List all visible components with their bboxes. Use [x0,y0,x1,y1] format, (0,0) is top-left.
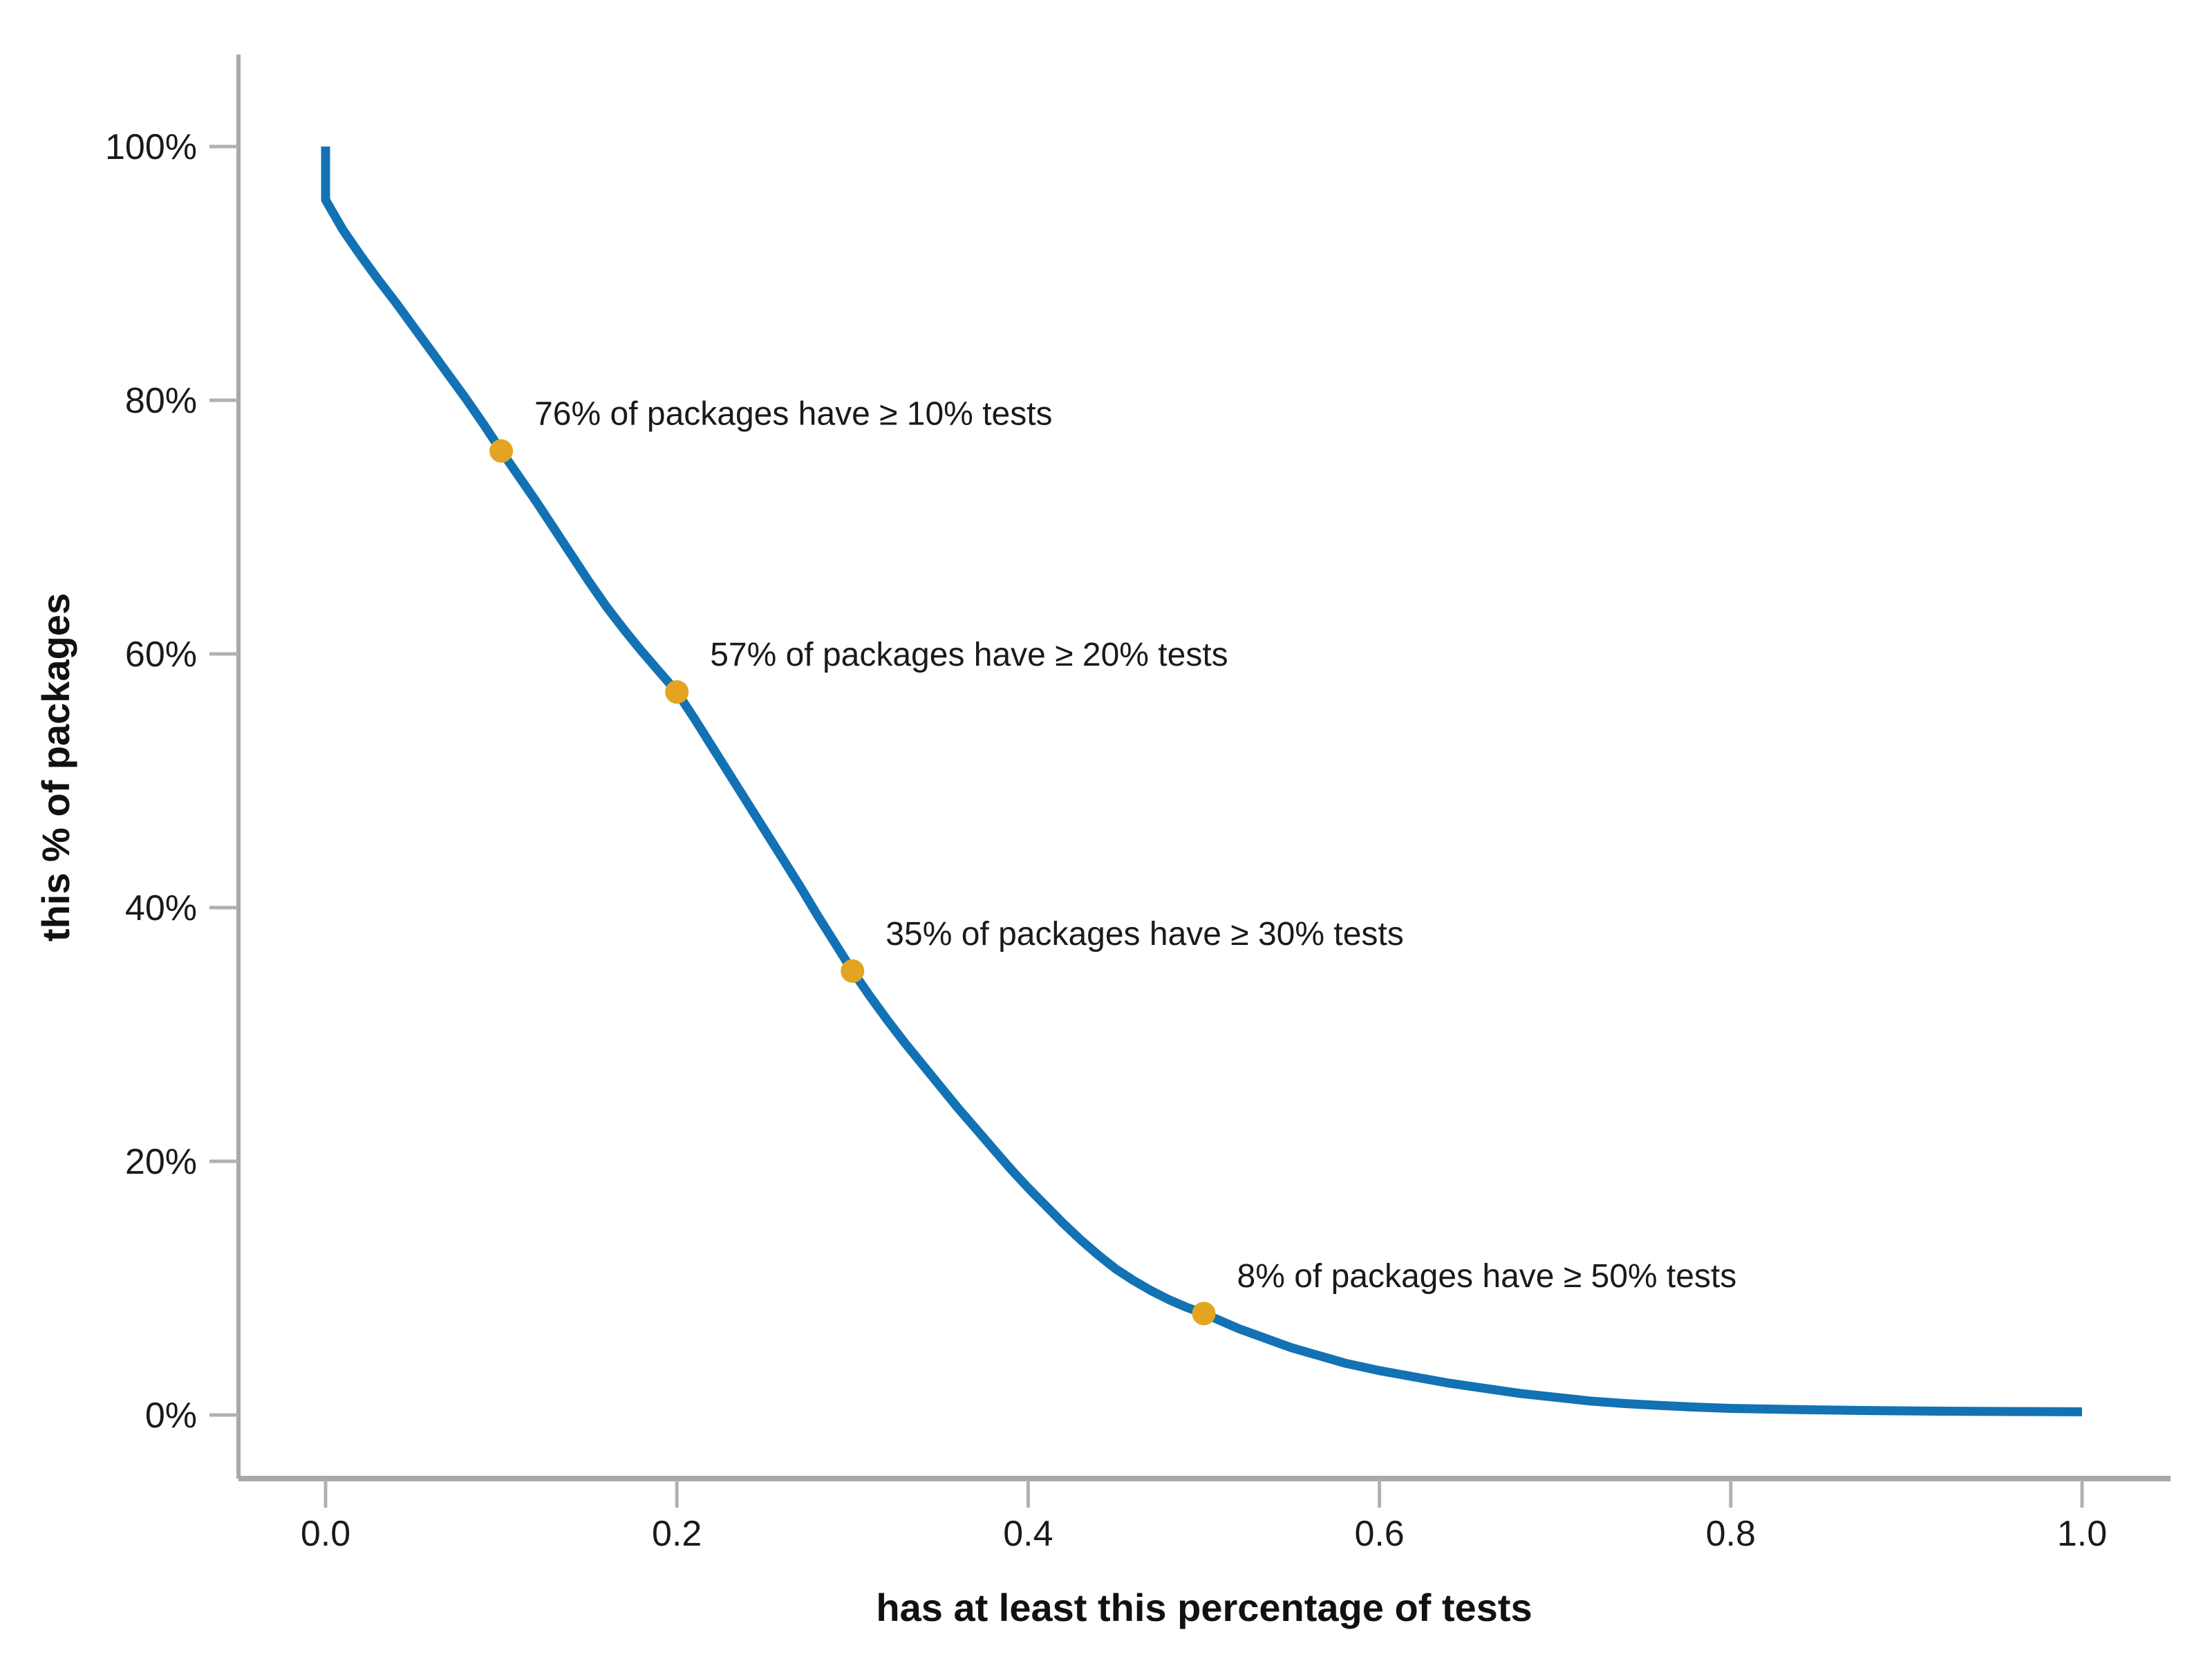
y-tick-label: 60% [125,635,197,675]
annotation-label: 8% of packages have ≥ 50% tests [1237,1258,1737,1295]
x-axis-title: has at least this percentage of tests [876,1586,1532,1629]
x-tick-label: 1.0 [2057,1514,2107,1554]
annotation-marker-dot [489,439,514,463]
y-tick-label: 80% [125,381,197,421]
annotation-label: 57% of packages have ≥ 20% tests [710,637,1228,673]
annotation-marker-dot [841,959,865,983]
annotations-layer: 76% of packages have ≥ 10% tests 57% of p… [489,395,1737,1326]
y-tick-label: 20% [125,1142,197,1182]
y-tick-label: 0% [145,1396,197,1436]
x-tick-label: 0.0 [301,1514,350,1554]
x-tick-label: 0.8 [1706,1514,1756,1554]
x-tick-label: 0.6 [1354,1514,1404,1554]
annotation-marker-dot [1192,1302,1216,1326]
annotation-label: 35% of packages have ≥ 30% tests [885,916,1403,953]
y-tick-label: 100% [105,127,197,167]
survival-curve [321,147,2083,1416]
axes-layer: 0% 20% 40% 60% 80% 100% 0.0 0.2 0.4 0.6 0.8 1.0 [105,55,2171,1554]
y-axis-title: this % of packages [34,593,77,941]
y-tick-label: 40% [125,888,197,928]
x-tick-label: 0.4 [1003,1514,1053,1554]
x-tick-label: 0.2 [652,1514,702,1554]
annotation-marker-dot [665,680,689,704]
curve-layer [321,147,2083,1416]
annotation-label: 76% of packages have ≥ 10% tests [534,395,1052,432]
